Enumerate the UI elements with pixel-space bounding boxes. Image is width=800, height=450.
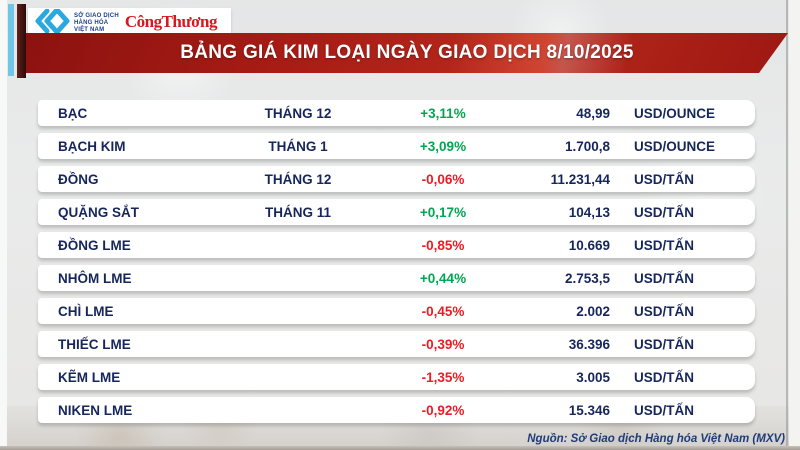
contract-month: THÁNG 11 (264, 204, 332, 220)
decorative-blue-stripe (8, 4, 14, 76)
price-unit: USD/TẤN (634, 204, 694, 220)
price-table: BẠC THÁNG 12 +3,11% 48,99 USD/OUNCE BẠCH… (38, 100, 755, 423)
price-change: -0,85% (421, 237, 465, 253)
price-value: 48,99 (576, 105, 610, 121)
price-value: 2.753,5 (564, 270, 610, 286)
price-change: +3,11% (420, 105, 466, 121)
price-change: +0,17% (419, 204, 467, 220)
table-row: ĐỒNG LME -0,85% 10.669 USD/TẤN (38, 232, 755, 258)
table-row: BẠC THÁNG 12 +3,11% 48,99 USD/OUNCE (38, 100, 755, 126)
contract-month: THÁNG 12 (264, 105, 332, 121)
mxv-org-line-3: VIỆT NAM (74, 26, 105, 33)
page-bottom-border (0, 446, 800, 450)
table-row: ĐỒNG THÁNG 12 -0,06% 11.231,44 USD/TẤN (38, 166, 755, 192)
price-change: +3,09% (419, 138, 467, 154)
table-row: NIKEN LME -0,92% 15.346 USD/TẤN (38, 397, 755, 423)
cong-thuong-logo: CôngThương (124, 12, 218, 31)
contract-month: THÁNG 1 (268, 138, 328, 154)
price-unit: USD/TẤN (634, 369, 694, 385)
commodity-name: ĐỒNG LME (58, 237, 131, 253)
price-value: 36.396 (568, 336, 610, 352)
contract-month: THÁNG 12 (264, 171, 332, 187)
source-note: Nguồn: Sở Giao dịch Hàng hóa Việt Nam (M… (527, 433, 785, 445)
price-value: 11.231,44 (550, 171, 610, 187)
commodity-name: QUẶNG SẮT (58, 204, 139, 220)
price-unit: USD/OUNCE (634, 138, 716, 154)
price-unit: USD/TẤN (634, 171, 694, 187)
page-title: BẢNG GIÁ KIM LOẠI NGÀY GIAO DỊCH 8/10/20… (180, 42, 634, 63)
price-unit: USD/TẤN (634, 237, 694, 253)
price-change: +0,44% (419, 270, 467, 286)
table-row: QUẶNG SẮT THÁNG 11 +0,17% 104,13 USD/TẤN (38, 199, 755, 225)
price-unit: USD/TẤN (634, 303, 694, 319)
price-unit: USD/OUNCE (634, 105, 716, 121)
price-unit: USD/TẤN (634, 336, 694, 352)
page-right-edge (789, 0, 800, 450)
table-row: BẠCH KIM THÁNG 1 +3,09% 1.700,8 USD/OUNC… (38, 133, 755, 159)
price-value: 15.346 (568, 402, 610, 418)
decorative-dark-stripe (17, 4, 26, 78)
mxv-chevrons-icon (34, 8, 70, 38)
price-change: -0,92% (421, 402, 465, 418)
commodity-name: ĐỒNG (58, 171, 99, 187)
commodity-name: BẠC (58, 105, 88, 121)
commodity-name: KẼM LME (58, 369, 121, 385)
price-value: 10.669 (568, 237, 610, 253)
title-banner: BẢNG GIÁ KIM LOẠI NGÀY GIAO DỊCH 8/10/20… (26, 33, 788, 73)
price-change: -1,35% (421, 369, 465, 385)
table-row: KẼM LME -1,35% 3.005 USD/TẤN (38, 364, 755, 390)
price-change: -0,45% (421, 303, 465, 319)
table-row: THIẾC LME -0,39% 36.396 USD/TẤN (38, 331, 755, 357)
commodity-name: THIẾC LME (58, 336, 131, 352)
table-row: NHÔM LME +0,44% 2.753,5 USD/TẤN (38, 265, 755, 291)
mxv-org-line-2: HÀNG HÓA (74, 19, 109, 26)
price-change: -0,06% (421, 171, 465, 187)
price-value: 104,13 (568, 204, 610, 220)
price-unit: USD/TẤN (634, 270, 694, 286)
price-value: 2.002 (576, 303, 610, 319)
table-row: CHÌ LME -0,45% 2.002 USD/TẤN (38, 298, 755, 324)
commodity-name: NIKEN LME (58, 402, 133, 418)
price-value: 3.005 (576, 369, 610, 385)
commodity-name: NHÔM LME (58, 270, 132, 286)
page-left-edge (0, 0, 7, 450)
page-right-border (786, 0, 788, 450)
price-unit: USD/TẤN (634, 402, 694, 418)
mxv-org-name: SỞ GIAO DỊCH HÀNG HÓA VIỆT NAM (74, 13, 119, 34)
commodity-name: CHÌ LME (58, 303, 114, 319)
commodity-name: BẠCH KIM (58, 138, 126, 154)
price-value: 1.700,8 (564, 138, 610, 154)
price-change: -0,39% (421, 336, 465, 352)
mxv-org-line-1: SỞ GIAO DỊCH (74, 12, 119, 19)
